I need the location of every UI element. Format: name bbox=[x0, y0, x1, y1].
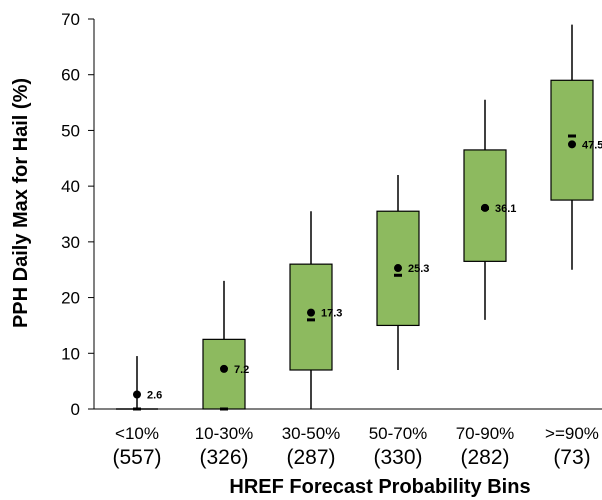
count-label: (282) bbox=[460, 446, 509, 469]
y-tick-label: 10 bbox=[61, 344, 80, 363]
y-tick-label: 70 bbox=[61, 10, 80, 29]
count-label: (557) bbox=[112, 446, 161, 469]
mean-point bbox=[133, 390, 141, 399]
x-axis-title: HREF Forecast Probability Bins bbox=[229, 476, 530, 498]
mean-point bbox=[481, 203, 489, 212]
box-group: 25.3 bbox=[376, 175, 429, 370]
mean-label: 36.1 bbox=[495, 203, 516, 215]
box-group: 17.3 bbox=[289, 211, 342, 409]
mean-label: 2.6 bbox=[147, 390, 162, 402]
count-label: (287) bbox=[286, 446, 335, 469]
count-label: (73) bbox=[553, 446, 590, 469]
y-tick-label: 0 bbox=[71, 400, 80, 419]
y-tick-label: 30 bbox=[61, 233, 80, 252]
y-tick-label: 50 bbox=[61, 121, 80, 140]
x-tick-label: 30-50% bbox=[282, 424, 341, 443]
median-mark bbox=[568, 134, 576, 138]
iqr-box bbox=[202, 338, 246, 410]
median-mark bbox=[307, 318, 315, 322]
iqr-box bbox=[550, 79, 594, 201]
y-axis-title: PPH Daily Max for Hail (%) bbox=[10, 78, 32, 328]
x-tick-label: >=90% bbox=[545, 424, 599, 443]
box-group: 36.1 bbox=[463, 99, 516, 320]
mean-label: 17.3 bbox=[321, 308, 342, 320]
iqr-box bbox=[289, 263, 333, 371]
median-mark bbox=[220, 407, 228, 411]
box-group: 47.5 bbox=[550, 24, 602, 270]
count-label: (326) bbox=[199, 446, 248, 469]
box-group: 2.6 bbox=[116, 356, 162, 411]
y-tick-label: 40 bbox=[61, 177, 80, 196]
median-mark bbox=[133, 407, 141, 411]
x-tick-label: 70-90% bbox=[456, 424, 515, 443]
x-tick-label: <10% bbox=[115, 424, 159, 443]
box-group: 7.2 bbox=[202, 280, 249, 411]
y-tick-label: 20 bbox=[61, 289, 80, 308]
y-tick-label: 60 bbox=[61, 66, 80, 85]
count-label: (330) bbox=[373, 446, 422, 469]
mean-point bbox=[307, 308, 315, 317]
median-mark bbox=[394, 273, 402, 277]
x-axis-labels: <10% (557) 10-30% (326) 30-50% (287) 50-70% (33… bbox=[112, 424, 598, 469]
axes bbox=[93, 19, 602, 410]
mean-label: 25.3 bbox=[408, 263, 429, 275]
mean-point bbox=[394, 264, 402, 273]
mean-point bbox=[220, 364, 228, 373]
boxes: 2.6 7.2 17.3 25.3 36.1 47.5 bbox=[116, 24, 602, 411]
x-tick-label: 50-70% bbox=[369, 424, 428, 443]
x-tick-label: 10-30% bbox=[195, 424, 254, 443]
mean-label: 47.5 bbox=[582, 139, 602, 151]
mean-label: 7.2 bbox=[234, 364, 249, 376]
y-axis-ticks: 0 10 20 30 40 50 60 70 bbox=[61, 10, 94, 419]
mean-point bbox=[568, 140, 576, 149]
